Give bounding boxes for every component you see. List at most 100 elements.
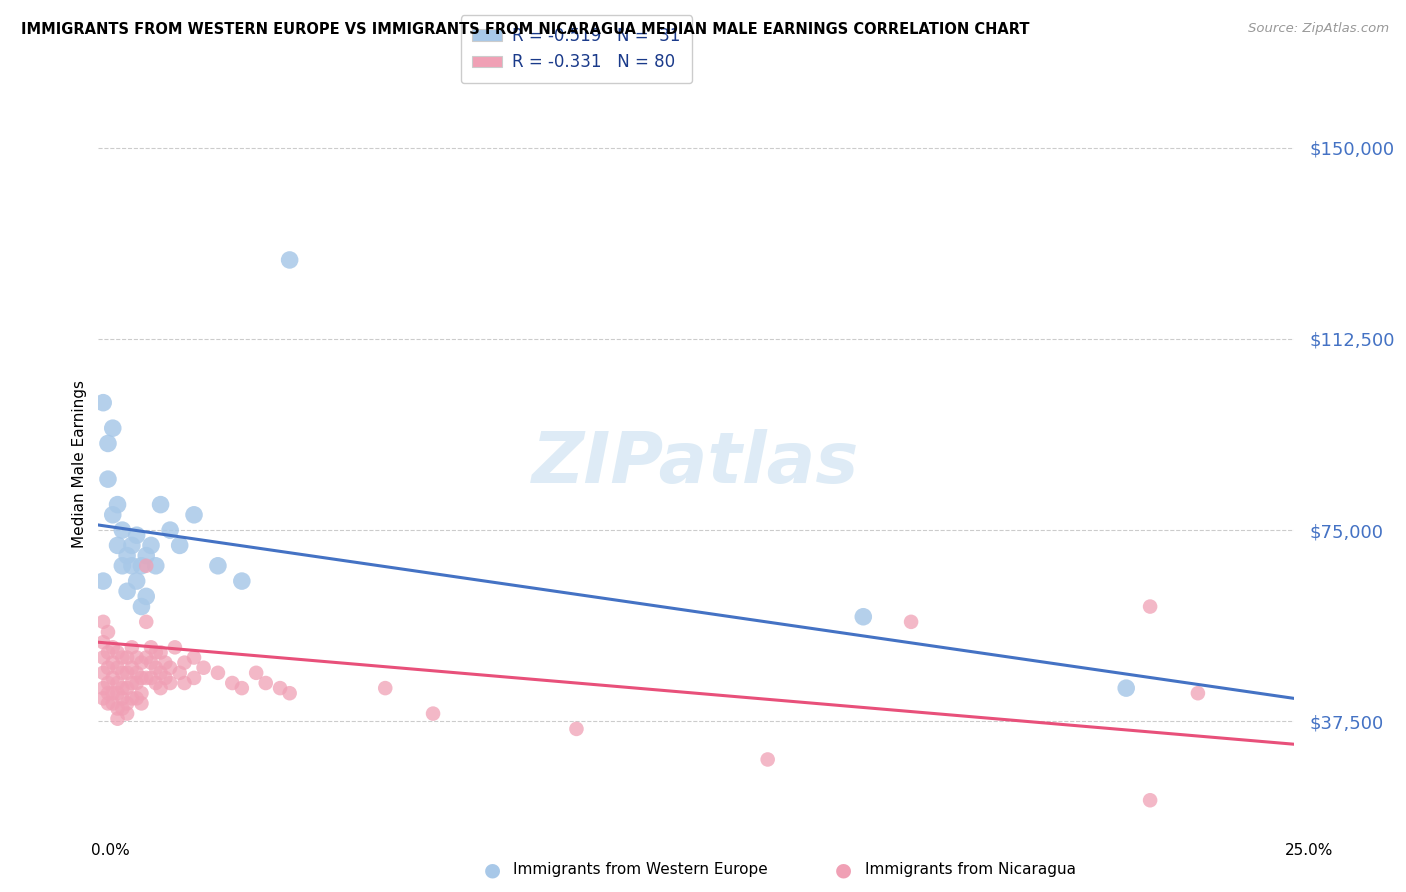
- Point: [111, 665, 134, 680]
- Point: [107, 712, 129, 726]
- Point: [97, 645, 120, 659]
- Point: [245, 665, 267, 680]
- Point: [278, 252, 301, 267]
- Point: [900, 615, 922, 629]
- Point: [97, 686, 120, 700]
- Point: [121, 676, 143, 690]
- Point: [91, 665, 114, 680]
- Point: [207, 665, 229, 680]
- Point: [131, 558, 153, 573]
- Point: [121, 640, 143, 655]
- Point: [91, 635, 114, 649]
- Point: [145, 676, 167, 690]
- Point: [756, 752, 779, 766]
- Point: [97, 676, 120, 690]
- Point: [101, 421, 124, 435]
- Point: [101, 697, 124, 711]
- Point: [125, 528, 148, 542]
- Point: [254, 676, 277, 690]
- Point: [173, 676, 195, 690]
- Point: [101, 640, 124, 655]
- Point: [173, 656, 195, 670]
- Point: [422, 706, 444, 721]
- Point: [149, 681, 172, 695]
- Point: [121, 691, 143, 706]
- Point: [183, 650, 205, 665]
- Point: [131, 671, 153, 685]
- Point: [159, 676, 181, 690]
- Point: [1187, 686, 1209, 700]
- Point: [121, 538, 143, 552]
- Point: [231, 681, 253, 695]
- Text: 0.0%: 0.0%: [91, 843, 131, 858]
- Point: [374, 681, 396, 695]
- Point: [159, 523, 181, 537]
- Point: [91, 650, 114, 665]
- Text: IMMIGRANTS FROM WESTERN EUROPE VS IMMIGRANTS FROM NICARAGUA MEDIAN MALE EARNINGS: IMMIGRANTS FROM WESTERN EUROPE VS IMMIGR…: [21, 22, 1029, 37]
- Point: [1139, 793, 1161, 807]
- Point: [231, 574, 253, 588]
- Point: [115, 584, 138, 599]
- Point: [91, 395, 114, 409]
- Point: [155, 671, 177, 685]
- Point: [115, 665, 138, 680]
- Point: [111, 681, 134, 695]
- Point: [91, 681, 114, 695]
- Point: [135, 671, 157, 685]
- Text: Immigrants from Nicaragua: Immigrants from Nicaragua: [865, 863, 1076, 877]
- Point: [149, 498, 172, 512]
- Point: [121, 661, 143, 675]
- Point: [111, 558, 134, 573]
- Point: [107, 676, 129, 690]
- Point: [101, 656, 124, 670]
- Point: [193, 661, 215, 675]
- Point: [183, 671, 205, 685]
- Text: ●: ●: [835, 860, 852, 880]
- Point: [107, 645, 129, 659]
- Text: Immigrants from Western Europe: Immigrants from Western Europe: [513, 863, 768, 877]
- Point: [139, 671, 162, 685]
- Point: [135, 549, 157, 563]
- Point: [149, 665, 172, 680]
- Point: [125, 665, 148, 680]
- Point: [139, 656, 162, 670]
- Point: [97, 472, 120, 486]
- Point: [115, 706, 138, 721]
- Point: [145, 558, 167, 573]
- Point: [163, 640, 186, 655]
- Point: [169, 538, 191, 552]
- Point: [852, 609, 875, 624]
- Point: [1115, 681, 1137, 695]
- Point: [91, 574, 114, 588]
- Point: [107, 701, 129, 715]
- Point: [101, 686, 124, 700]
- Point: [269, 681, 291, 695]
- Point: [91, 691, 114, 706]
- Point: [111, 523, 134, 537]
- Point: [149, 645, 172, 659]
- Point: [101, 671, 124, 685]
- Point: [278, 686, 301, 700]
- Point: [131, 697, 153, 711]
- Point: [145, 645, 167, 659]
- Point: [107, 686, 129, 700]
- Point: [115, 697, 138, 711]
- Point: [115, 681, 138, 695]
- Point: [221, 676, 243, 690]
- Point: [111, 691, 134, 706]
- Point: [135, 650, 157, 665]
- Point: [139, 538, 162, 552]
- Point: [107, 661, 129, 675]
- Point: [565, 722, 588, 736]
- Legend: R = -0.519   N =  31, R = -0.331   N = 80: R = -0.519 N = 31, R = -0.331 N = 80: [461, 15, 692, 83]
- Point: [107, 538, 129, 552]
- Point: [111, 650, 134, 665]
- Point: [145, 661, 167, 675]
- Text: ZIPatlas: ZIPatlas: [533, 429, 859, 499]
- Point: [125, 650, 148, 665]
- Point: [1139, 599, 1161, 614]
- Point: [97, 625, 120, 640]
- Point: [97, 436, 120, 450]
- Point: [159, 661, 181, 675]
- Point: [91, 615, 114, 629]
